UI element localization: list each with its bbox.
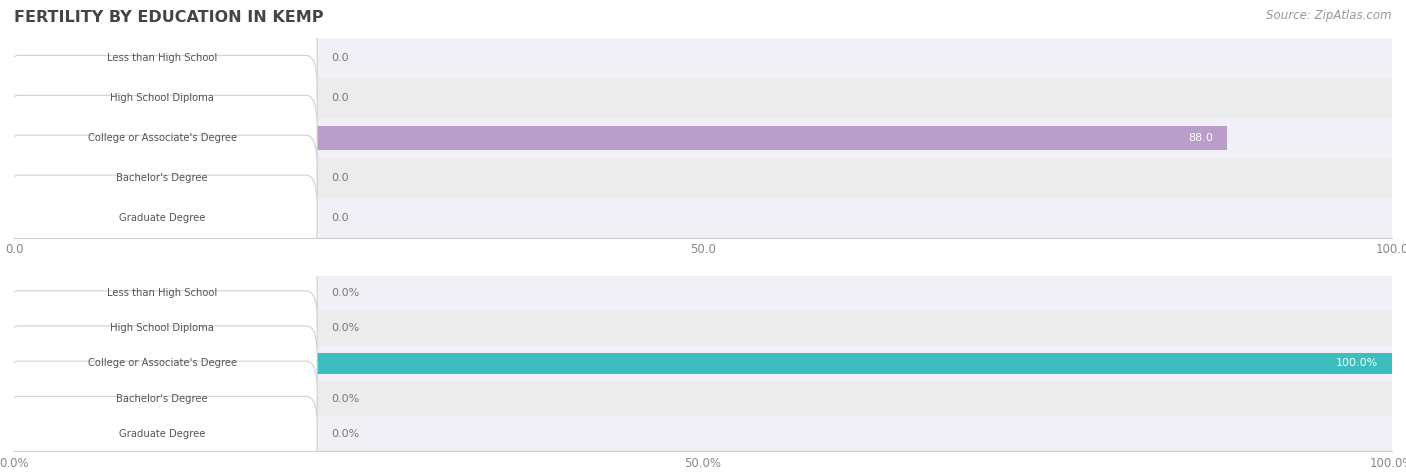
Text: 0.0%: 0.0%: [330, 323, 359, 333]
Text: Less than High School: Less than High School: [107, 53, 218, 63]
Bar: [14, 118, 1392, 158]
Text: 0.0%: 0.0%: [330, 428, 359, 439]
Text: 0.0%: 0.0%: [330, 288, 359, 298]
FancyBboxPatch shape: [7, 135, 318, 220]
Bar: [14, 318, 295, 339]
Text: Bachelor's Degree: Bachelor's Degree: [117, 172, 208, 183]
Text: High School Diploma: High School Diploma: [110, 93, 214, 103]
FancyBboxPatch shape: [7, 361, 318, 436]
Bar: [14, 388, 295, 409]
Bar: [14, 423, 295, 444]
Bar: [14, 206, 295, 229]
Text: FERTILITY BY EDUCATION IN KEMP: FERTILITY BY EDUCATION IN KEMP: [14, 10, 323, 25]
Text: 0.0%: 0.0%: [330, 393, 359, 404]
FancyBboxPatch shape: [7, 396, 318, 471]
FancyBboxPatch shape: [7, 56, 318, 140]
Text: Graduate Degree: Graduate Degree: [120, 428, 205, 439]
Text: 0.0: 0.0: [330, 53, 349, 63]
Bar: [14, 198, 1392, 238]
Text: 88.0: 88.0: [1188, 133, 1213, 143]
Bar: [14, 353, 1392, 374]
Text: 100.0%: 100.0%: [1336, 358, 1378, 369]
Text: 0.0: 0.0: [330, 172, 349, 183]
Bar: [14, 311, 1392, 346]
FancyBboxPatch shape: [7, 326, 318, 401]
Bar: [14, 166, 295, 190]
FancyBboxPatch shape: [7, 16, 318, 100]
Text: Bachelor's Degree: Bachelor's Degree: [117, 393, 208, 404]
Text: College or Associate's Degree: College or Associate's Degree: [87, 133, 236, 143]
FancyBboxPatch shape: [7, 175, 318, 260]
FancyBboxPatch shape: [7, 291, 318, 366]
FancyBboxPatch shape: [7, 95, 318, 180]
FancyBboxPatch shape: [7, 256, 318, 331]
Text: 0.0: 0.0: [330, 212, 349, 223]
Bar: [14, 86, 295, 110]
Bar: [14, 126, 1226, 150]
Bar: [14, 158, 1392, 198]
Text: 0.0: 0.0: [330, 93, 349, 103]
Bar: [14, 38, 1392, 78]
Text: Source: ZipAtlas.com: Source: ZipAtlas.com: [1267, 10, 1392, 22]
Text: High School Diploma: High School Diploma: [110, 323, 214, 333]
Bar: [14, 381, 1392, 416]
Text: Graduate Degree: Graduate Degree: [120, 212, 205, 223]
Bar: [14, 46, 295, 70]
Bar: [14, 276, 1392, 311]
Text: College or Associate's Degree: College or Associate's Degree: [87, 358, 236, 369]
Text: Less than High School: Less than High School: [107, 288, 218, 298]
Bar: [14, 346, 1392, 381]
Bar: [14, 78, 1392, 118]
Bar: [14, 283, 295, 304]
Bar: [14, 416, 1392, 451]
